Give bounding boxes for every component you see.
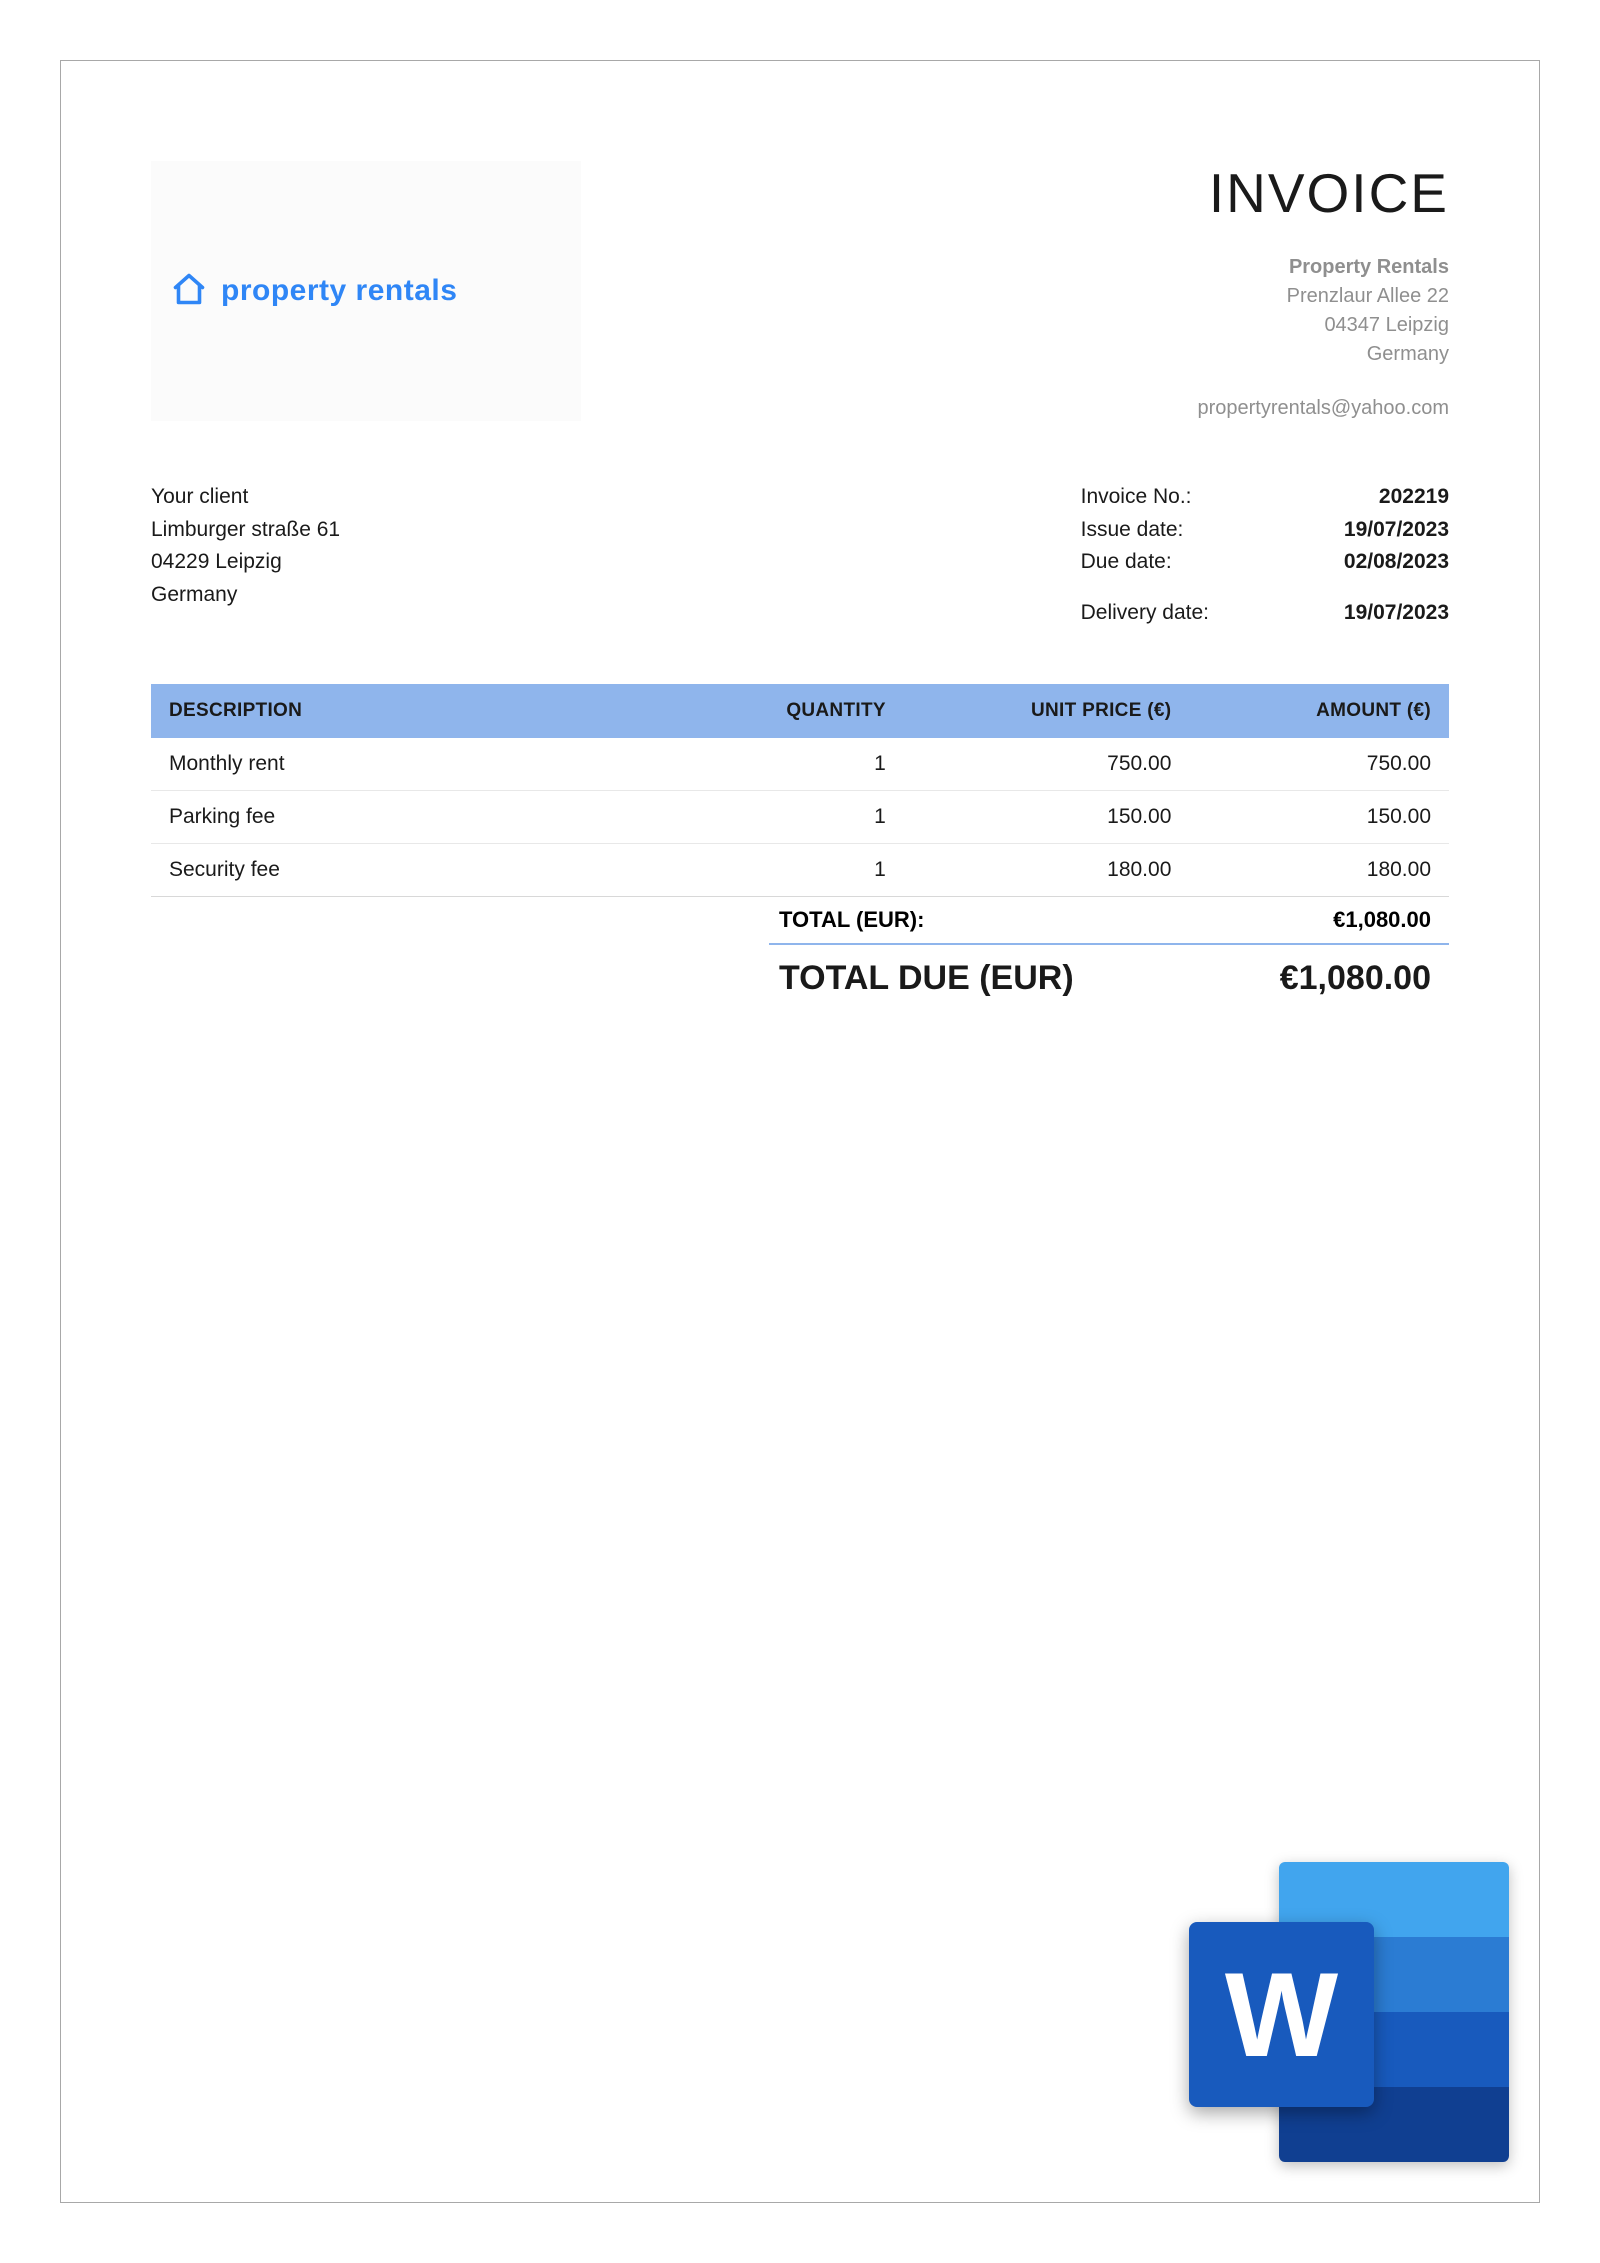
total-value: €1,080.00 [1333, 907, 1431, 933]
col-description: DESCRIPTION [151, 684, 696, 738]
invoice-page: property rentals INVOICE Property Rental… [60, 60, 1540, 2203]
company-block: Property Rentals Prenzlaur Allee 22 0434… [1197, 253, 1449, 369]
meta-issue-date: Issue date: 19/07/2023 [1081, 514, 1449, 547]
label: Delivery date: [1081, 597, 1209, 630]
company-email: propertyrentals@yahoo.com [1197, 397, 1449, 420]
header-row: property rentals INVOICE Property Rental… [151, 161, 1449, 421]
cell-unit-price: 180.00 [904, 844, 1190, 897]
company-name: Property Rentals [1197, 253, 1449, 282]
meta-block: Invoice No.: 202219 Issue date: 19/07/20… [1081, 481, 1449, 629]
label: Due date: [1081, 546, 1172, 579]
cell-unit-price: 150.00 [904, 791, 1190, 844]
company-addr-2: 04347 Leipzig [1197, 311, 1449, 340]
cell-amount: 750.00 [1189, 738, 1449, 791]
canvas: property rentals INVOICE Property Rental… [0, 0, 1600, 2263]
label: Invoice No.: [1081, 481, 1192, 514]
client-addr-1: Limburger straße 61 [151, 514, 340, 547]
logo: property rentals [171, 271, 457, 312]
total-label: TOTAL (EUR): [769, 907, 924, 933]
cell-amount: 180.00 [1189, 844, 1449, 897]
client-country: Germany [151, 579, 340, 612]
value: 202219 [1289, 481, 1449, 514]
table-row: Parking fee 1 150.00 150.00 [151, 791, 1449, 844]
total-due-label: TOTAL DUE (EUR) [769, 959, 1074, 998]
cell-description: Parking fee [151, 791, 696, 844]
cell-unit-price: 750.00 [904, 738, 1190, 791]
company-addr-1: Prenzlaur Allee 22 [1197, 282, 1449, 311]
table-row: Monthly rent 1 750.00 750.00 [151, 738, 1449, 791]
logo-block: property rentals [151, 161, 581, 421]
cell-description: Monthly rent [151, 738, 696, 791]
meta-due-date: Due date: 02/08/2023 [1081, 546, 1449, 579]
totals: TOTAL (EUR): €1,080.00 TOTAL DUE (EUR) €… [769, 897, 1449, 1008]
info-row: Your client Limburger straße 61 04229 Le… [151, 481, 1449, 629]
meta-invoice-no: Invoice No.: 202219 [1081, 481, 1449, 514]
logo-text: property rentals [221, 274, 457, 308]
house-icon [171, 271, 207, 312]
meta-delivery-date: Delivery date: 19/07/2023 [1081, 597, 1449, 630]
col-unit-price: UNIT PRICE (€) [904, 684, 1190, 738]
company-country: Germany [1197, 340, 1449, 369]
client-name: Your client [151, 481, 340, 514]
cell-quantity: 1 [696, 791, 904, 844]
total-due-row: TOTAL DUE (EUR) €1,080.00 [769, 945, 1449, 1008]
cell-quantity: 1 [696, 738, 904, 791]
col-quantity: QUANTITY [696, 684, 904, 738]
label: Issue date: [1081, 514, 1184, 547]
table-header-row: DESCRIPTION QUANTITY UNIT PRICE (€) AMOU… [151, 684, 1449, 738]
table-row: Security fee 1 180.00 180.00 [151, 844, 1449, 897]
word-letter: W [1225, 1946, 1338, 2084]
value: 02/08/2023 [1289, 546, 1449, 579]
value: 19/07/2023 [1289, 514, 1449, 547]
col-amount: AMOUNT (€) [1189, 684, 1449, 738]
header-right: INVOICE Property Rentals Prenzlaur Allee… [1197, 161, 1449, 420]
cell-amount: 150.00 [1189, 791, 1449, 844]
total-row: TOTAL (EUR): €1,080.00 [769, 897, 1449, 945]
total-due-value: €1,080.00 [1280, 959, 1431, 998]
word-app-icon: W [1189, 1862, 1509, 2162]
cell-description: Security fee [151, 844, 696, 897]
client-addr-2: 04229 Leipzig [151, 546, 340, 579]
line-items-table: DESCRIPTION QUANTITY UNIT PRICE (€) AMOU… [151, 684, 1449, 897]
value: 19/07/2023 [1289, 597, 1449, 630]
word-icon-square: W [1189, 1922, 1374, 2107]
client-block: Your client Limburger straße 61 04229 Le… [151, 481, 340, 629]
cell-quantity: 1 [696, 844, 904, 897]
invoice-title: INVOICE [1197, 161, 1449, 225]
